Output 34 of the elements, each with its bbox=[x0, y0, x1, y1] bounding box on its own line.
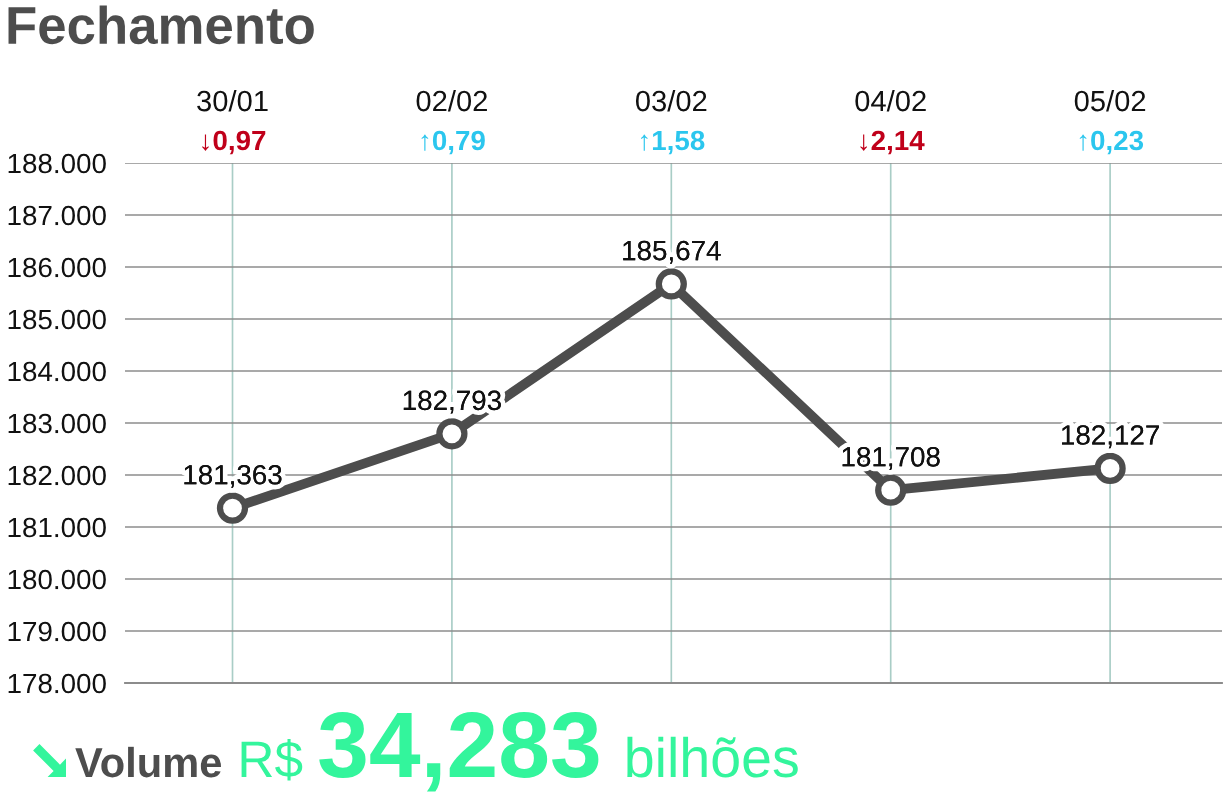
y-tick-label: 185.000 bbox=[8, 309, 106, 330]
text: ↓2,14 bbox=[860, 130, 925, 155]
y-tick-label: 184.000 bbox=[8, 361, 106, 382]
y-tick-label: 183.000 bbox=[8, 413, 106, 434]
x-tick-label: 05/02 bbox=[1074, 89, 1146, 112]
text: ↑0,23 bbox=[1079, 130, 1144, 155]
text: Volume bbox=[75, 746, 221, 778]
text: 34,283 bbox=[319, 712, 599, 792]
y-tick-label: 178.000 bbox=[8, 673, 106, 694]
y-tick-label: 187.000 bbox=[8, 205, 106, 226]
point bbox=[875, 474, 907, 506]
text: ↓0,97 bbox=[202, 130, 266, 155]
text: ↑0,79 bbox=[421, 130, 485, 155]
text: bilhões bbox=[627, 736, 798, 778]
point bbox=[655, 268, 687, 300]
text: ↑1,58 bbox=[641, 130, 705, 155]
annotation: 182,127 bbox=[1062, 425, 1159, 449]
text: R$ bbox=[241, 738, 303, 781]
y-tick-label: 186.000 bbox=[8, 257, 106, 278]
point bbox=[1094, 452, 1126, 485]
annotation: 181,363 bbox=[184, 464, 282, 488]
x-tick-label: 03/02 bbox=[635, 89, 707, 112]
x-tick-label: 04/02 bbox=[855, 89, 926, 112]
point bbox=[216, 492, 249, 524]
y-tick-label: 188.000 bbox=[8, 153, 106, 174]
y-tick-label: 182.000 bbox=[8, 465, 106, 486]
annotation: 185,674 bbox=[623, 240, 721, 264]
chart-title: Fechamento bbox=[8, 5, 314, 45]
y-tick-label: 181.000 bbox=[8, 517, 106, 538]
x-tick-label: 30/01 bbox=[197, 89, 268, 112]
x-tick-label: 02/02 bbox=[416, 89, 487, 112]
y-tick-label: 180.000 bbox=[8, 569, 106, 590]
point bbox=[436, 418, 468, 450]
y-tick-label: 179.000 bbox=[8, 621, 106, 642]
